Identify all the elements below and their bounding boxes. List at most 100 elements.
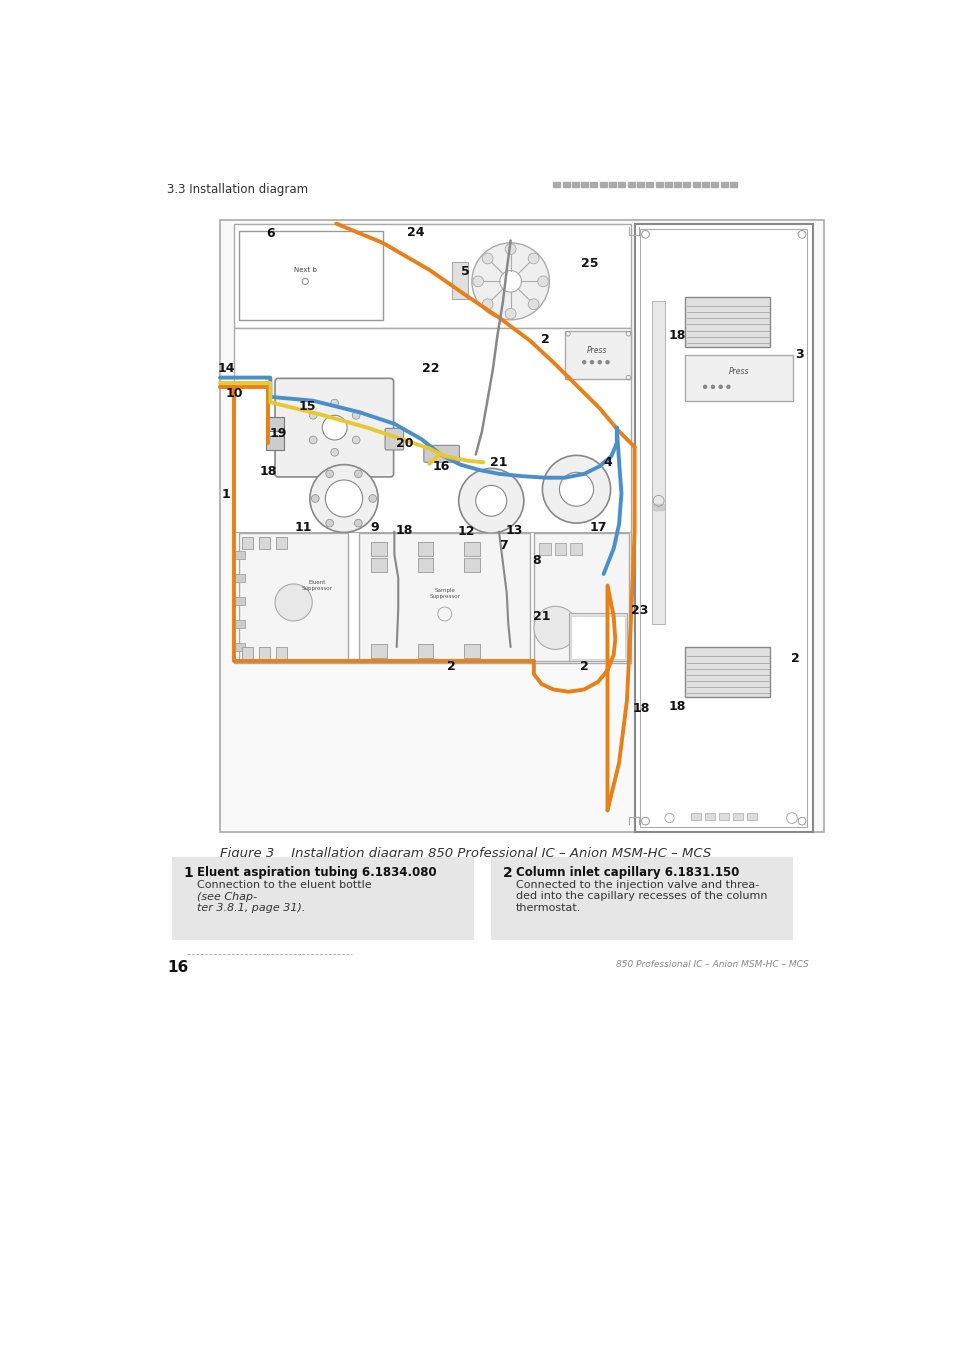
Bar [371, 543, 386, 556]
Bar [233, 224, 630, 328]
Circle shape [325, 481, 362, 517]
Circle shape [274, 585, 312, 621]
Bar [655, 182, 661, 188]
Bar [239, 231, 382, 320]
FancyBboxPatch shape [266, 436, 283, 450]
Bar [491, 856, 793, 940]
Circle shape [481, 298, 493, 309]
Bar [684, 355, 793, 401]
Circle shape [711, 385, 714, 389]
Text: 24: 24 [406, 227, 423, 239]
Circle shape [325, 520, 334, 526]
Text: 21: 21 [533, 610, 550, 622]
Text: 13: 13 [505, 524, 522, 536]
Text: 19: 19 [269, 427, 287, 440]
Bar [729, 182, 736, 188]
Circle shape [499, 270, 521, 292]
Bar [241, 537, 253, 548]
Bar [258, 537, 270, 548]
Bar [570, 543, 581, 555]
Bar [417, 543, 433, 556]
FancyBboxPatch shape [385, 428, 403, 450]
Circle shape [598, 360, 600, 363]
Text: 3: 3 [795, 348, 803, 360]
Bar [637, 182, 643, 188]
Circle shape [537, 275, 548, 286]
Text: Sample
Suppressor: Sample Suppressor [429, 587, 459, 598]
Circle shape [369, 494, 376, 502]
Circle shape [355, 470, 362, 478]
Text: 18: 18 [668, 699, 685, 713]
Bar [241, 647, 253, 659]
Bar [275, 647, 287, 659]
Text: Connected to the injection valve and threa-
ded into the capillary recesses of t: Connected to the injection valve and thr… [516, 880, 767, 913]
Bar [371, 644, 386, 657]
Bar [746, 813, 757, 821]
Circle shape [331, 400, 338, 406]
Bar [258, 647, 270, 659]
Circle shape [458, 468, 523, 533]
Text: 12: 12 [457, 525, 475, 539]
Bar [571, 616, 624, 659]
Bar [371, 558, 386, 571]
Circle shape [325, 470, 334, 478]
Bar [359, 533, 530, 662]
Circle shape [476, 486, 506, 516]
Circle shape [605, 360, 608, 363]
Bar [711, 182, 718, 188]
Circle shape [331, 448, 338, 456]
Bar [452, 262, 468, 300]
Bar [608, 182, 616, 188]
Text: 23: 23 [631, 603, 648, 617]
Text: 11: 11 [294, 521, 313, 535]
Text: ter 3.8.1, page 31).: ter 3.8.1, page 31). [196, 903, 305, 913]
Text: 8: 8 [532, 555, 540, 567]
Bar [555, 543, 566, 555]
Text: 9: 9 [371, 521, 379, 535]
Bar [682, 182, 690, 188]
Bar [235, 620, 245, 628]
Text: 850 Professional IC – Anion MSM-HC – MCS: 850 Professional IC – Anion MSM-HC – MCS [616, 960, 808, 969]
Bar [275, 537, 287, 548]
Text: 14: 14 [217, 362, 234, 375]
Text: 2: 2 [502, 865, 512, 880]
Text: Press: Press [728, 367, 749, 375]
Circle shape [309, 436, 316, 444]
Bar [684, 297, 769, 347]
Circle shape [472, 243, 549, 320]
Bar [564, 331, 630, 379]
Text: Figure 3    Installation diagram 850 Professional IC – Anion MSM-HC – MCS: Figure 3 Installation diagram 850 Profes… [220, 848, 711, 860]
Bar [571, 182, 578, 188]
Text: (see Chap-: (see Chap- [196, 892, 256, 902]
Bar [220, 220, 823, 832]
Circle shape [582, 360, 585, 363]
Text: Eluent
Suppressor: Eluent Suppressor [301, 580, 332, 591]
Circle shape [322, 416, 347, 440]
Bar [172, 856, 474, 940]
Text: 18: 18 [632, 702, 650, 716]
Bar [701, 182, 708, 188]
Bar [417, 558, 433, 571]
Bar [235, 597, 245, 605]
Text: 18: 18 [668, 329, 685, 342]
Circle shape [352, 436, 359, 444]
Bar [618, 182, 624, 188]
Text: 10: 10 [225, 386, 242, 400]
Text: Next b: Next b [294, 267, 316, 273]
Bar [704, 813, 715, 821]
Bar [417, 644, 433, 657]
Circle shape [481, 252, 493, 263]
Bar [562, 182, 569, 188]
Text: 6: 6 [266, 227, 274, 240]
Circle shape [703, 385, 706, 389]
Bar [653, 504, 663, 510]
Text: 20: 20 [395, 437, 413, 451]
Text: 2: 2 [540, 332, 549, 346]
Text: 7: 7 [498, 539, 508, 552]
FancyBboxPatch shape [423, 446, 459, 462]
Bar [599, 182, 606, 188]
Circle shape [355, 520, 362, 526]
Text: 3.3 Installation diagram: 3.3 Installation diagram [167, 182, 308, 196]
Bar [553, 182, 559, 188]
Circle shape [505, 308, 516, 319]
